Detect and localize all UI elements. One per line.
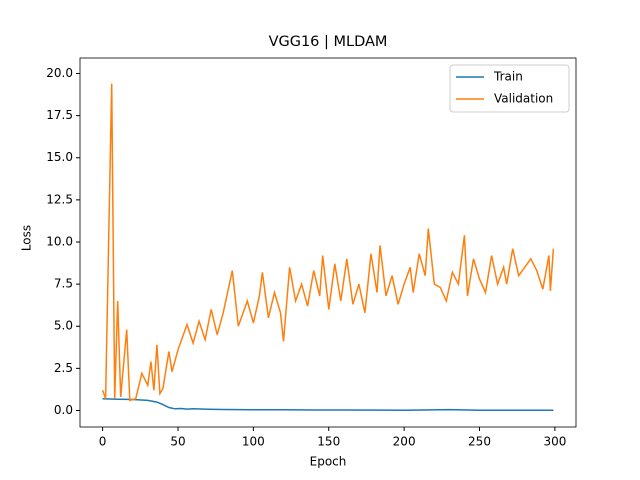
y-tick-label: 7.5 [54, 277, 73, 291]
x-tick-label: 150 [317, 435, 340, 449]
y-tick-label: 15.0 [46, 150, 73, 164]
legend-label: Validation [494, 92, 553, 106]
x-tick-label: 200 [393, 435, 416, 449]
x-tick-label: 0 [99, 435, 107, 449]
x-tick-label: 100 [242, 435, 265, 449]
chart-title: VGG16 | MLDAM [269, 34, 388, 50]
y-tick-label: 2.5 [54, 361, 73, 375]
legend-label: Train [493, 70, 523, 84]
y-tick-label: 17.5 [46, 108, 73, 122]
y-axis-label: Loss [20, 225, 34, 251]
x-axis-label: Epoch [310, 455, 347, 469]
x-tick-label: 300 [543, 435, 566, 449]
plot-frame [79, 57, 577, 428]
x-tick-label: 250 [468, 435, 491, 449]
y-tick-label: 20.0 [46, 66, 73, 80]
line [102, 397, 554, 411]
line [101, 83, 555, 402]
y-tick-label: 12.5 [46, 192, 73, 206]
y-tick-label: 10.0 [46, 234, 73, 248]
x-tick-label: 50 [170, 435, 185, 449]
y-tick-label: 5.0 [54, 319, 73, 333]
y-tick-label: 0.0 [54, 403, 73, 417]
